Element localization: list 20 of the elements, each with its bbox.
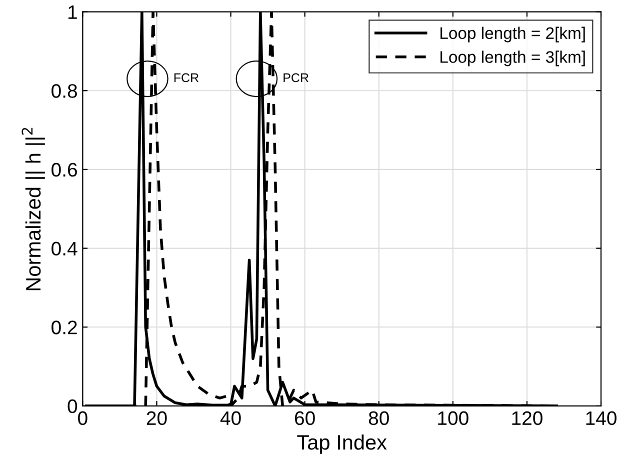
y-tick-label: 0.4 [52,242,78,256]
y-axis-title: Normalized || h ||$^{2}$ [22,128,45,290]
x-tick-label: 80 [368,411,389,426]
y-tick-label: 0.2 [52,320,77,334]
legend-label: Loop length = 2[km] [440,26,585,42]
x-tick-label: 40 [220,411,241,426]
y-tick-label: 0 [68,399,78,414]
y-tick-label: 0.6 [52,162,77,177]
x-tick-label: 60 [295,411,315,426]
annotation: PCR [284,73,308,82]
x-axis-title: Tap Index [297,434,387,454]
x-tick-label: 0 [78,411,88,426]
x-tick-label: 20 [146,411,167,426]
legend-label: Loop length = 3[km] [440,50,585,66]
x-tick-label: 120 [512,411,542,426]
y-tick-label: 0.8 [52,84,77,98]
y-tick-label: 1 [68,5,77,19]
annotation: FCR [174,73,198,82]
x-tick-label: 140 [586,411,616,426]
x-tick-label: 100 [438,411,468,426]
